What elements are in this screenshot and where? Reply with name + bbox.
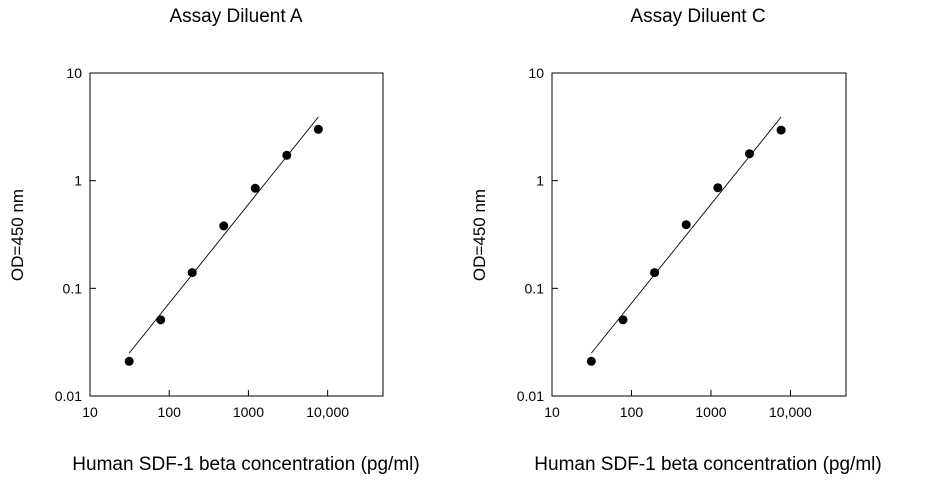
y-tick-label: 0.1 <box>525 280 545 296</box>
y-tick-label: 1 <box>536 173 544 189</box>
data-point <box>776 125 786 135</box>
data-point <box>713 183 723 193</box>
chart-title: Assay Diluent A <box>169 6 302 27</box>
y-axis-label: OD=450 nm <box>8 189 27 281</box>
data-point <box>313 124 323 134</box>
chart-title: Assay Diluent C <box>630 6 765 27</box>
y-axis-ticks: 0.01 0.1 1 10 <box>55 65 96 404</box>
data-point <box>156 315 166 325</box>
data-point <box>250 183 260 193</box>
plot-frame <box>89 72 384 397</box>
x-tick-label: 1000 <box>695 404 726 420</box>
y-tick-label: 10 <box>528 65 544 81</box>
y-tick-label: 0.1 <box>63 280 83 296</box>
panel-assay-diluent-a: Assay Diluent A 10 100 1000 10,000 0.01 0.1 1… <box>8 6 420 475</box>
data-point <box>219 221 229 231</box>
y-tick-label: 0.01 <box>517 388 544 404</box>
y-tick-label: 10 <box>66 65 82 81</box>
x-axis-ticks: 10 100 1000 10,000 <box>82 390 349 420</box>
x-tick-label: 10 <box>544 404 560 420</box>
data-point <box>586 356 596 366</box>
y-axis-ticks: 0.01 0.1 1 10 <box>517 65 558 404</box>
x-tick-label: 100 <box>158 404 182 420</box>
x-tick-label: 1000 <box>233 404 264 420</box>
data-point <box>187 268 197 278</box>
x-axis-label: Human SDF-1 beta concentration (pg/ml) <box>72 454 419 475</box>
data-point <box>650 268 660 278</box>
data-points <box>124 124 323 366</box>
data-points <box>586 125 786 366</box>
data-point <box>282 150 292 160</box>
x-tick-label: 100 <box>620 404 644 420</box>
y-axis-label: OD=450 nm <box>470 189 489 281</box>
panel-assay-diluent-c: Assay Diluent C 10 100 1000 10,000 0.01 0.1 1… <box>470 6 882 475</box>
x-axis-ticks: 10 100 1000 10,000 <box>544 390 812 420</box>
data-point <box>124 356 134 366</box>
y-tick-label: 1 <box>74 173 82 189</box>
data-point <box>618 315 628 325</box>
x-axis-label: Human SDF-1 beta concentration (pg/ml) <box>534 454 881 475</box>
y-tick-label: 0.01 <box>55 388 82 404</box>
x-tick-label: 10,000 <box>306 404 349 420</box>
plot-frame <box>551 72 847 397</box>
data-point <box>744 149 754 159</box>
x-tick-label: 10,000 <box>769 404 812 420</box>
data-point <box>681 220 691 230</box>
x-tick-label: 10 <box>82 404 98 420</box>
